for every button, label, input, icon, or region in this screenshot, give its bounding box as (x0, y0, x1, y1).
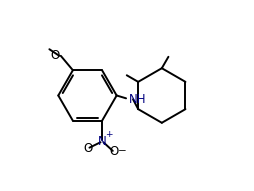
Text: −: − (118, 146, 126, 156)
Text: NH: NH (129, 93, 146, 106)
Text: N: N (98, 135, 106, 148)
Text: O: O (110, 145, 119, 158)
Text: +: + (105, 130, 113, 139)
Text: O: O (83, 142, 92, 155)
Text: O: O (51, 49, 60, 62)
